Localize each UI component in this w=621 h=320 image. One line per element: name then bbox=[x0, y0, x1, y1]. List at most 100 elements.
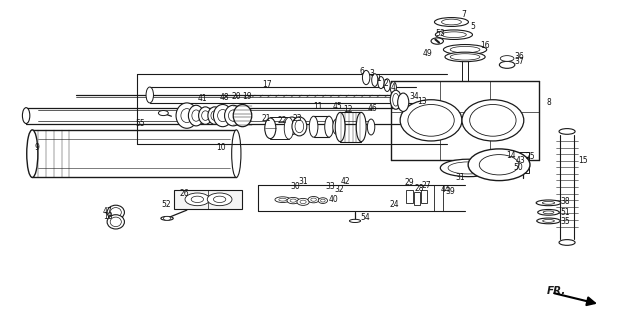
Ellipse shape bbox=[188, 105, 204, 126]
Text: 24: 24 bbox=[389, 200, 399, 209]
Text: 44: 44 bbox=[440, 185, 450, 194]
Circle shape bbox=[214, 196, 226, 203]
Text: 41: 41 bbox=[198, 94, 208, 103]
Text: 51: 51 bbox=[560, 208, 570, 217]
Ellipse shape bbox=[499, 61, 515, 68]
Text: 1: 1 bbox=[376, 74, 381, 83]
Text: 31: 31 bbox=[298, 177, 308, 186]
Ellipse shape bbox=[408, 105, 454, 136]
Text: 35: 35 bbox=[560, 217, 570, 226]
Ellipse shape bbox=[325, 116, 333, 137]
Ellipse shape bbox=[368, 119, 375, 135]
Text: 10: 10 bbox=[217, 143, 226, 152]
Ellipse shape bbox=[107, 205, 124, 220]
Circle shape bbox=[207, 193, 232, 206]
Ellipse shape bbox=[443, 44, 487, 55]
Ellipse shape bbox=[279, 198, 286, 201]
Text: 14: 14 bbox=[507, 151, 516, 160]
Text: 11: 11 bbox=[313, 101, 323, 111]
Text: 37: 37 bbox=[515, 57, 524, 66]
Circle shape bbox=[191, 196, 204, 203]
Text: 36: 36 bbox=[515, 52, 524, 61]
Text: 15: 15 bbox=[578, 156, 587, 164]
Ellipse shape bbox=[110, 208, 121, 217]
Text: 34: 34 bbox=[409, 92, 419, 101]
Bar bbox=[516, 152, 529, 158]
Ellipse shape bbox=[559, 240, 575, 245]
Ellipse shape bbox=[233, 105, 252, 127]
Ellipse shape bbox=[462, 100, 524, 141]
Text: 50: 50 bbox=[514, 163, 523, 172]
Bar bbox=[175, 189, 242, 209]
Ellipse shape bbox=[265, 118, 276, 139]
Bar bbox=[421, 190, 427, 203]
Ellipse shape bbox=[543, 211, 554, 214]
Text: 16: 16 bbox=[480, 41, 489, 50]
Ellipse shape bbox=[292, 117, 307, 136]
Text: 3: 3 bbox=[370, 68, 374, 77]
Ellipse shape bbox=[384, 79, 390, 92]
Text: 47: 47 bbox=[103, 207, 112, 216]
Text: FR.: FR. bbox=[546, 286, 566, 296]
Ellipse shape bbox=[559, 129, 575, 134]
Text: 19: 19 bbox=[243, 92, 252, 101]
Text: 8: 8 bbox=[546, 99, 551, 108]
Ellipse shape bbox=[214, 105, 232, 127]
Text: 38: 38 bbox=[560, 197, 570, 206]
Ellipse shape bbox=[335, 112, 345, 142]
Ellipse shape bbox=[390, 82, 396, 94]
Ellipse shape bbox=[208, 107, 222, 124]
Text: 21: 21 bbox=[261, 114, 271, 123]
Text: 45: 45 bbox=[333, 101, 343, 111]
Ellipse shape bbox=[542, 201, 555, 204]
Ellipse shape bbox=[300, 200, 306, 204]
Text: 22: 22 bbox=[278, 116, 287, 125]
Ellipse shape bbox=[232, 130, 241, 178]
Text: 25: 25 bbox=[525, 152, 535, 161]
Text: 9: 9 bbox=[35, 143, 40, 152]
Text: 42: 42 bbox=[340, 177, 350, 186]
Text: 53: 53 bbox=[435, 28, 445, 38]
Text: 39: 39 bbox=[445, 187, 455, 196]
Text: 4: 4 bbox=[391, 83, 396, 92]
Text: 48: 48 bbox=[219, 93, 229, 102]
Ellipse shape bbox=[310, 198, 316, 201]
Text: 29: 29 bbox=[405, 178, 414, 187]
Ellipse shape bbox=[27, 130, 38, 178]
Ellipse shape bbox=[445, 52, 485, 62]
Ellipse shape bbox=[448, 162, 488, 174]
Text: 5: 5 bbox=[470, 22, 475, 31]
Ellipse shape bbox=[192, 110, 201, 121]
Ellipse shape bbox=[378, 76, 384, 89]
Circle shape bbox=[185, 193, 210, 206]
Ellipse shape bbox=[110, 217, 121, 227]
Text: 18: 18 bbox=[103, 212, 112, 221]
Ellipse shape bbox=[400, 100, 462, 141]
Ellipse shape bbox=[181, 108, 193, 123]
Text: 26: 26 bbox=[179, 189, 189, 198]
Bar bbox=[516, 157, 529, 163]
Circle shape bbox=[479, 155, 519, 175]
Text: 40: 40 bbox=[329, 195, 339, 204]
Ellipse shape bbox=[287, 197, 299, 204]
Ellipse shape bbox=[284, 117, 294, 139]
Ellipse shape bbox=[501, 56, 514, 61]
Text: 6: 6 bbox=[360, 67, 365, 76]
Text: 55: 55 bbox=[135, 119, 145, 128]
Ellipse shape bbox=[161, 216, 173, 220]
Circle shape bbox=[158, 110, 168, 116]
Text: 54: 54 bbox=[360, 212, 369, 222]
Ellipse shape bbox=[229, 110, 238, 121]
Ellipse shape bbox=[442, 19, 461, 25]
Ellipse shape bbox=[469, 105, 516, 136]
Ellipse shape bbox=[356, 112, 366, 142]
Ellipse shape bbox=[537, 218, 560, 224]
Ellipse shape bbox=[450, 46, 480, 53]
Ellipse shape bbox=[225, 105, 242, 126]
Text: 13: 13 bbox=[417, 97, 427, 106]
Text: 12: 12 bbox=[343, 105, 352, 114]
Bar bbox=[414, 192, 420, 205]
Ellipse shape bbox=[363, 70, 370, 85]
Ellipse shape bbox=[202, 111, 209, 120]
Ellipse shape bbox=[372, 74, 378, 86]
